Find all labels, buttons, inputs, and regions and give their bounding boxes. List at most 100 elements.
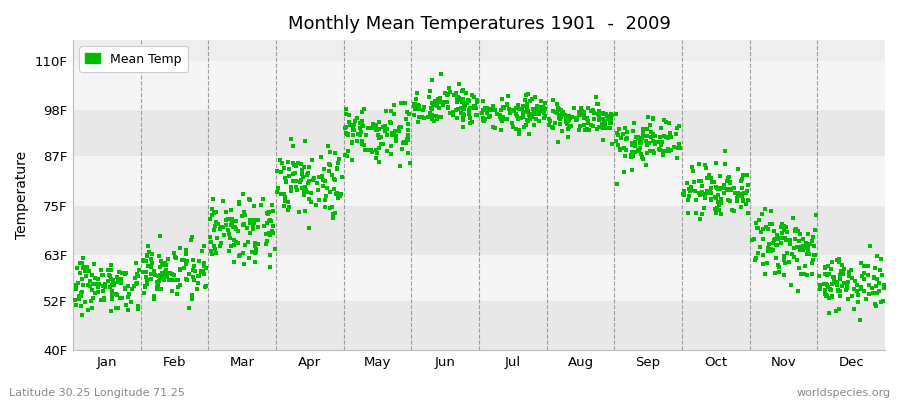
Point: [543, 118, 557, 124]
Point: [635, 154, 650, 160]
Point: [318, 197, 332, 204]
Point: [173, 267, 187, 273]
Point: [770, 232, 785, 238]
Point: [580, 114, 595, 121]
Point: [842, 273, 856, 279]
Point: [277, 191, 292, 197]
Point: [438, 90, 453, 96]
Point: [618, 125, 633, 131]
Point: [494, 107, 508, 113]
Point: [519, 92, 534, 98]
Point: [84, 282, 98, 289]
Point: [662, 120, 676, 126]
Point: [194, 268, 208, 274]
Point: [75, 276, 89, 282]
Point: [726, 184, 741, 191]
Point: [127, 283, 141, 290]
Point: [526, 110, 541, 116]
Point: [813, 286, 827, 292]
Point: [467, 104, 482, 111]
Point: [799, 251, 814, 258]
Point: [635, 135, 650, 141]
Point: [840, 287, 854, 294]
Point: [590, 101, 604, 107]
Point: [326, 215, 340, 221]
Point: [168, 254, 183, 261]
Point: [657, 133, 671, 139]
Point: [562, 114, 576, 120]
Point: [658, 148, 672, 154]
Point: [400, 109, 414, 115]
Point: [374, 141, 389, 148]
Point: [537, 106, 552, 112]
Point: [533, 106, 547, 113]
Point: [610, 180, 625, 187]
Point: [698, 205, 712, 211]
Point: [387, 131, 401, 137]
Point: [755, 226, 770, 232]
Point: [532, 111, 546, 118]
Point: [144, 251, 158, 257]
Point: [424, 105, 438, 111]
Point: [740, 188, 754, 194]
Point: [580, 119, 595, 125]
Point: [735, 184, 750, 191]
Point: [369, 155, 383, 162]
Point: [409, 104, 423, 110]
Point: [197, 261, 211, 268]
Point: [710, 185, 724, 192]
Point: [176, 265, 191, 272]
Point: [173, 282, 187, 288]
Point: [368, 126, 382, 133]
Point: [358, 132, 373, 138]
Point: [237, 208, 251, 215]
Point: [708, 194, 723, 200]
Point: [401, 110, 416, 117]
Point: [207, 246, 221, 252]
Point: [542, 116, 556, 122]
Point: [214, 240, 229, 246]
Point: [626, 153, 640, 159]
Point: [816, 281, 831, 287]
Point: [790, 288, 805, 294]
Point: [516, 110, 530, 116]
Point: [698, 165, 713, 172]
Point: [774, 235, 788, 242]
Point: [525, 114, 539, 121]
Point: [760, 259, 774, 266]
Point: [770, 262, 785, 268]
Point: [140, 253, 155, 259]
Point: [263, 217, 277, 223]
Point: [724, 207, 739, 213]
Point: [775, 230, 789, 236]
Point: [205, 212, 220, 218]
Point: [330, 165, 345, 172]
Point: [659, 134, 673, 140]
Point: [635, 130, 650, 136]
Point: [873, 267, 887, 274]
Bar: [73, 206, 885, 255]
Point: [648, 133, 662, 140]
Point: [625, 149, 639, 155]
Point: [596, 136, 610, 143]
Point: [147, 296, 161, 302]
Point: [520, 105, 535, 112]
Point: [598, 120, 613, 127]
Point: [613, 147, 627, 154]
Point: [220, 216, 235, 222]
Point: [663, 132, 678, 139]
Point: [655, 139, 670, 145]
Point: [771, 269, 786, 276]
Point: [235, 250, 249, 256]
Point: [248, 240, 262, 246]
Point: [144, 260, 158, 266]
Point: [798, 263, 813, 269]
Point: [800, 243, 814, 249]
Point: [430, 114, 445, 120]
Point: [446, 112, 460, 119]
Point: [399, 116, 413, 122]
Point: [840, 280, 854, 286]
Point: [280, 207, 294, 214]
Point: [330, 193, 345, 200]
Point: [590, 93, 604, 100]
